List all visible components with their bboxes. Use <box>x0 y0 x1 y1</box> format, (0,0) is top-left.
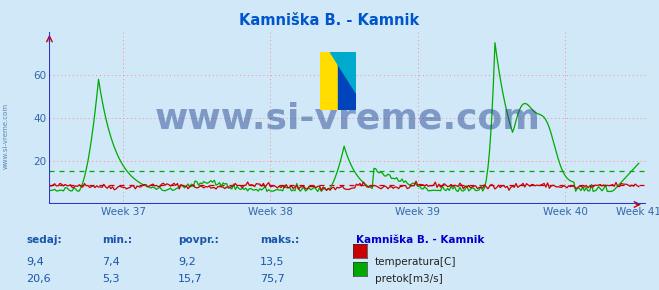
Text: povpr.:: povpr.: <box>178 235 219 245</box>
Text: Kamniška B. - Kamnik: Kamniška B. - Kamnik <box>356 235 484 245</box>
Text: 15,7: 15,7 <box>178 274 202 284</box>
Text: min.:: min.: <box>102 235 132 245</box>
Text: 9,4: 9,4 <box>26 257 44 267</box>
Bar <box>320 52 338 110</box>
Bar <box>338 52 356 110</box>
Text: pretok[m3/s]: pretok[m3/s] <box>375 274 443 284</box>
Polygon shape <box>330 52 356 93</box>
Text: 5,3: 5,3 <box>102 274 120 284</box>
Text: temperatura[C]: temperatura[C] <box>375 257 457 267</box>
Text: 75,7: 75,7 <box>260 274 285 284</box>
Text: maks.:: maks.: <box>260 235 300 245</box>
Text: 13,5: 13,5 <box>260 257 285 267</box>
Text: 7,4: 7,4 <box>102 257 120 267</box>
Text: 20,6: 20,6 <box>26 274 51 284</box>
Text: 9,2: 9,2 <box>178 257 196 267</box>
Text: www.si-vreme.com: www.si-vreme.com <box>155 101 540 135</box>
Text: www.si-vreme.com: www.si-vreme.com <box>2 103 9 169</box>
Text: Kamniška B. - Kamnik: Kamniška B. - Kamnik <box>239 13 420 28</box>
Text: sedaj:: sedaj: <box>26 235 62 245</box>
